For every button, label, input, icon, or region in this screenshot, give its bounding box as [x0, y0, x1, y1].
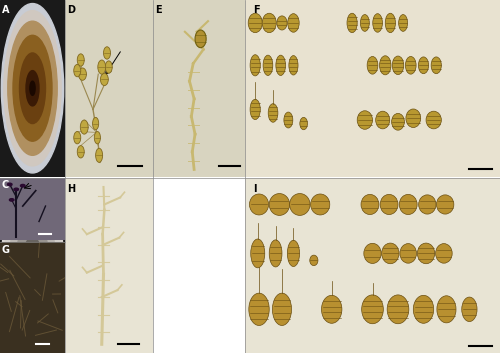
Circle shape [4, 11, 61, 166]
Ellipse shape [398, 14, 407, 31]
Ellipse shape [310, 194, 330, 215]
Ellipse shape [418, 195, 436, 214]
Ellipse shape [400, 195, 417, 215]
Ellipse shape [77, 145, 84, 158]
Ellipse shape [414, 295, 434, 323]
Text: E: E [156, 5, 162, 15]
Ellipse shape [289, 56, 298, 75]
Ellipse shape [385, 13, 396, 32]
Ellipse shape [78, 68, 86, 80]
Ellipse shape [436, 195, 454, 214]
Ellipse shape [268, 104, 278, 122]
Ellipse shape [20, 184, 25, 187]
Ellipse shape [406, 109, 420, 127]
Text: C: C [2, 180, 9, 190]
Ellipse shape [462, 297, 477, 322]
Ellipse shape [74, 64, 81, 77]
Ellipse shape [272, 293, 291, 325]
Ellipse shape [269, 240, 282, 267]
Ellipse shape [364, 243, 381, 263]
Text: H: H [68, 184, 76, 193]
Ellipse shape [310, 255, 318, 266]
Ellipse shape [262, 13, 276, 32]
Ellipse shape [431, 57, 442, 74]
Circle shape [22, 237, 43, 292]
Ellipse shape [288, 240, 300, 267]
Ellipse shape [392, 113, 404, 130]
Ellipse shape [380, 195, 398, 215]
Ellipse shape [382, 243, 399, 264]
Ellipse shape [290, 193, 310, 215]
Ellipse shape [436, 244, 452, 263]
Ellipse shape [361, 195, 379, 215]
Ellipse shape [92, 117, 98, 130]
Ellipse shape [360, 14, 370, 31]
Ellipse shape [77, 54, 84, 66]
Text: G: G [2, 245, 10, 255]
Ellipse shape [347, 13, 357, 32]
Ellipse shape [418, 243, 434, 264]
Text: F: F [252, 5, 260, 15]
Ellipse shape [263, 55, 273, 76]
Ellipse shape [98, 60, 106, 74]
Text: A: A [2, 5, 10, 15]
Ellipse shape [248, 13, 262, 32]
Ellipse shape [373, 14, 382, 32]
Ellipse shape [104, 47, 110, 59]
Text: I: I [252, 184, 256, 193]
Circle shape [16, 220, 50, 310]
Ellipse shape [322, 295, 342, 323]
Ellipse shape [357, 111, 372, 129]
Ellipse shape [250, 239, 265, 268]
Circle shape [2, 182, 64, 348]
Ellipse shape [426, 111, 442, 129]
Circle shape [20, 53, 46, 124]
Ellipse shape [437, 296, 456, 323]
Circle shape [26, 71, 39, 106]
Ellipse shape [300, 117, 308, 130]
Ellipse shape [277, 16, 287, 30]
Circle shape [4, 189, 61, 341]
Ellipse shape [100, 73, 108, 86]
Ellipse shape [249, 293, 269, 325]
Ellipse shape [380, 56, 391, 75]
Ellipse shape [250, 99, 260, 120]
Ellipse shape [284, 112, 293, 128]
Ellipse shape [269, 193, 289, 215]
Ellipse shape [94, 131, 100, 144]
Ellipse shape [96, 148, 102, 162]
Circle shape [9, 203, 56, 327]
Text: D: D [68, 5, 76, 15]
Ellipse shape [392, 56, 404, 74]
Ellipse shape [195, 30, 206, 48]
Ellipse shape [406, 56, 416, 74]
Circle shape [13, 35, 52, 141]
Ellipse shape [8, 183, 12, 186]
Circle shape [28, 253, 37, 277]
Ellipse shape [367, 56, 378, 74]
Ellipse shape [362, 295, 384, 324]
Circle shape [30, 81, 35, 95]
Circle shape [8, 21, 57, 155]
Ellipse shape [250, 55, 260, 76]
Circle shape [2, 4, 64, 173]
Ellipse shape [80, 120, 88, 134]
Ellipse shape [376, 111, 390, 129]
Ellipse shape [276, 55, 285, 76]
Ellipse shape [288, 14, 299, 32]
Text: B: B [2, 184, 10, 193]
Ellipse shape [74, 131, 81, 144]
Ellipse shape [250, 194, 268, 215]
Ellipse shape [400, 244, 416, 263]
Ellipse shape [105, 61, 112, 73]
Ellipse shape [10, 199, 14, 201]
Ellipse shape [418, 57, 428, 74]
Ellipse shape [14, 188, 18, 191]
Ellipse shape [387, 295, 409, 324]
